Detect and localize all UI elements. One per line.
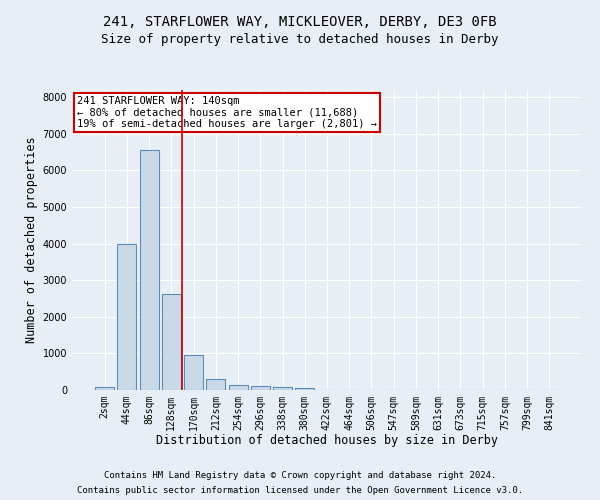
- Bar: [184, 355, 203, 390]
- Bar: [162, 294, 181, 390]
- Text: Contains public sector information licensed under the Open Government Licence v3: Contains public sector information licen…: [77, 486, 523, 495]
- Bar: [95, 388, 114, 390]
- Text: 241 STARFLOWER WAY: 140sqm
← 80% of detached houses are smaller (11,688)
19% of : 241 STARFLOWER WAY: 140sqm ← 80% of deta…: [77, 96, 377, 129]
- Text: Size of property relative to detached houses in Derby: Size of property relative to detached ho…: [101, 32, 499, 46]
- Text: 241, STARFLOWER WAY, MICKLEOVER, DERBY, DE3 0FB: 241, STARFLOWER WAY, MICKLEOVER, DERBY, …: [103, 15, 497, 29]
- Bar: [118, 244, 136, 390]
- Bar: [295, 388, 314, 390]
- Bar: [140, 150, 158, 390]
- Bar: [251, 386, 270, 390]
- Bar: [206, 378, 225, 390]
- Text: Contains HM Land Registry data © Crown copyright and database right 2024.: Contains HM Land Registry data © Crown c…: [104, 471, 496, 480]
- Bar: [273, 387, 292, 390]
- Y-axis label: Number of detached properties: Number of detached properties: [25, 136, 38, 344]
- X-axis label: Distribution of detached houses by size in Derby: Distribution of detached houses by size …: [156, 434, 498, 448]
- Bar: [229, 385, 248, 390]
